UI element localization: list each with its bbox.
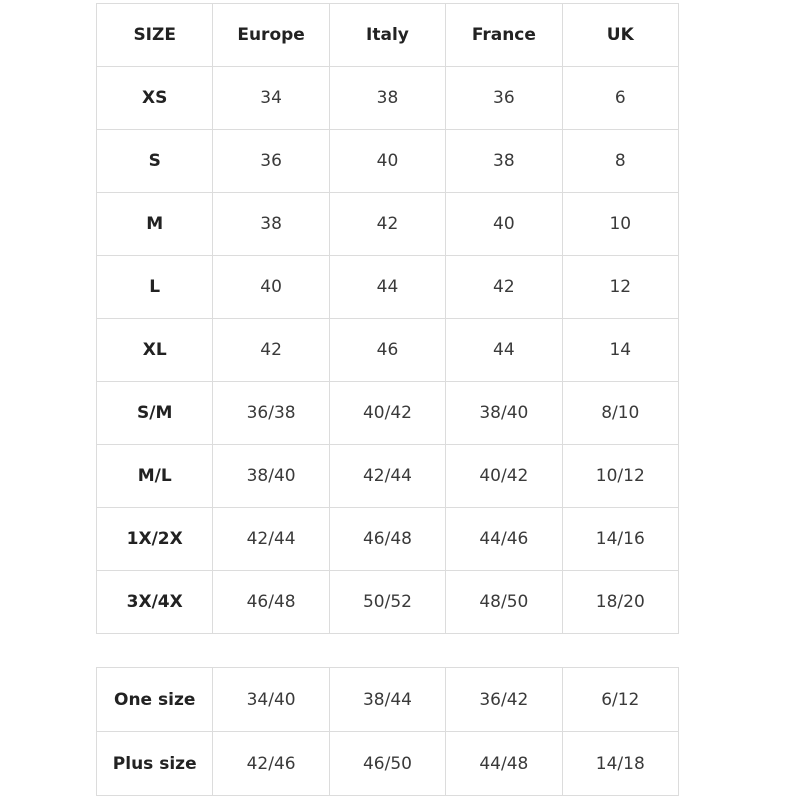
table-row: S 36 40 38 8 xyxy=(95,129,680,193)
size-value: 40/42 xyxy=(445,444,563,508)
size-label: M xyxy=(95,192,214,256)
size-value: 38/40 xyxy=(445,381,563,445)
header-cell: France xyxy=(445,3,563,67)
size-value: 38/40 xyxy=(212,444,330,508)
table-row: M/L 38/40 42/44 40/42 10/12 xyxy=(95,444,680,508)
size-value: 40 xyxy=(212,255,330,319)
table-row: L 40 44 42 12 xyxy=(95,255,680,319)
size-value: 42/44 xyxy=(212,507,330,571)
header-cell: Italy xyxy=(328,3,447,67)
size-value: 38 xyxy=(212,192,330,256)
size-value: 44/48 xyxy=(445,731,563,796)
size-value: 40/42 xyxy=(328,381,447,445)
table-row: M 38 42 40 10 xyxy=(95,192,680,256)
size-label: XL xyxy=(95,318,214,382)
size-value: 8/10 xyxy=(561,381,680,445)
size-value: 42 xyxy=(212,318,330,382)
size-value: 14/18 xyxy=(561,731,680,796)
size-value: 6 xyxy=(561,66,680,130)
header-row: SIZE Europe Italy France UK xyxy=(95,3,680,67)
size-value: 42 xyxy=(328,192,447,256)
size-label: S xyxy=(95,129,214,193)
size-value: 38 xyxy=(445,129,563,193)
size-value: 46/48 xyxy=(328,507,447,571)
size-value: 44/46 xyxy=(445,507,563,571)
size-value: 44 xyxy=(328,255,447,319)
size-value: 38 xyxy=(328,66,447,130)
size-label: One size xyxy=(95,667,214,732)
size-value: 50/52 xyxy=(328,570,447,634)
size-value: 46 xyxy=(328,318,447,382)
header-cell: SIZE xyxy=(95,3,214,67)
size-value: 14/16 xyxy=(561,507,680,571)
table-row: XS 34 38 36 6 xyxy=(95,66,680,130)
size-value: 42 xyxy=(445,255,563,319)
size-value: 34 xyxy=(212,66,330,130)
size-value: 36 xyxy=(212,129,330,193)
size-table: SIZE Europe Italy France UK XS 34 38 36 6 S 36 40 38 8… xyxy=(95,3,680,634)
size-value: 12 xyxy=(561,255,680,319)
size-value: 46/48 xyxy=(212,570,330,634)
table-row: 3X/4X 46/48 50/52 48/50 18/20 xyxy=(95,570,680,634)
size-value: 6/12 xyxy=(561,667,680,732)
size-value: 42/44 xyxy=(328,444,447,508)
size-value: 8 xyxy=(561,129,680,193)
size-value: 10/12 xyxy=(561,444,680,508)
table-row: S/M 36/38 40/42 38/40 8/10 xyxy=(95,381,680,445)
size-value: 34/40 xyxy=(212,667,330,732)
size-label: 1X/2X xyxy=(95,507,214,571)
size-label: 3X/4X xyxy=(95,570,214,634)
extra-size-table: One size 34/40 38/44 36/42 6/12 Plus size 42/4… xyxy=(95,667,680,796)
size-value: 10 xyxy=(561,192,680,256)
size-value: 40 xyxy=(328,129,447,193)
size-value: 42/46 xyxy=(212,731,330,796)
size-value: 14 xyxy=(561,318,680,382)
size-value: 18/20 xyxy=(561,570,680,634)
size-value: 36 xyxy=(445,66,563,130)
size-label: L xyxy=(95,255,214,319)
size-label: Plus size xyxy=(95,731,214,796)
size-value: 48/50 xyxy=(445,570,563,634)
header-cell: Europe xyxy=(212,3,330,67)
size-label: M/L xyxy=(95,444,214,508)
size-value: 44 xyxy=(445,318,563,382)
size-value: 36/38 xyxy=(212,381,330,445)
table-row: One size 34/40 38/44 36/42 6/12 xyxy=(95,667,680,732)
size-value: 36/42 xyxy=(445,667,563,732)
table-row: XL 42 46 44 14 xyxy=(95,318,680,382)
table-row: Plus size 42/46 46/50 44/48 14/18 xyxy=(95,731,680,796)
size-value: 46/50 xyxy=(328,731,447,796)
table-row: 1X/2X 42/44 46/48 44/46 14/16 xyxy=(95,507,680,571)
size-label: S/M xyxy=(95,381,214,445)
size-value: 40 xyxy=(445,192,563,256)
size-value: 38/44 xyxy=(328,667,447,732)
header-cell: UK xyxy=(561,3,680,67)
size-label: XS xyxy=(95,66,214,130)
